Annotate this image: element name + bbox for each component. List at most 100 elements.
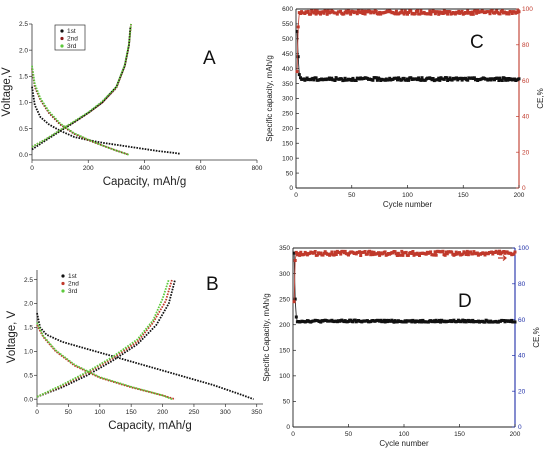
series-1-point <box>343 249 347 253</box>
y-right-tick-label: 80 <box>518 281 526 288</box>
series-0-point <box>517 77 521 81</box>
series-1-point <box>433 12 437 16</box>
series-1-point <box>498 12 502 16</box>
series-1-point <box>355 12 359 16</box>
series-1-point <box>393 12 397 16</box>
series-1-point <box>453 253 457 256</box>
series-1-point <box>329 252 333 256</box>
series-1-point <box>347 253 350 257</box>
series-1-point <box>488 12 492 16</box>
series-1-point <box>446 12 450 16</box>
series-0-point <box>340 77 344 81</box>
series-1-point <box>436 10 440 14</box>
series-1-point <box>313 9 317 13</box>
series-1-point <box>395 254 399 257</box>
series-0-point <box>447 78 451 81</box>
series-1-point <box>457 9 461 13</box>
series-1-point <box>401 253 405 257</box>
legend-label: 1st <box>67 28 76 35</box>
series-1-point <box>333 250 337 254</box>
series-0-point <box>448 76 452 80</box>
panel-letter: D <box>458 291 472 312</box>
y-tick-label: 1.0 <box>24 349 33 356</box>
series-1-point <box>335 12 339 16</box>
series-1-point <box>418 254 421 257</box>
series-0-point <box>466 78 470 82</box>
chart-d: 0 50 100 150 2000501001502002503003500204060… <box>262 245 541 448</box>
series-1-point <box>372 250 376 254</box>
series-1-point <box>429 250 433 254</box>
series-1-point <box>517 10 521 14</box>
series-1-point <box>465 249 469 253</box>
legend-marker-1st <box>60 29 64 33</box>
x-tick-label: 200 <box>510 431 521 438</box>
series-0-point <box>394 76 398 80</box>
x-tick-label: 0 <box>291 431 295 438</box>
legend-marker-2nd <box>60 36 64 41</box>
series-0-point <box>294 315 298 319</box>
x-tick-label: 50 <box>65 409 73 416</box>
series-0-point <box>420 76 424 80</box>
series-1-point <box>510 12 514 15</box>
series-1-point <box>309 12 312 16</box>
x-tick-label: 50 <box>348 192 356 199</box>
chart-b: 0 50 100 150 200 250 300 350 0.0 0.5 1.0 1.5 2.0 2.5 1… <box>6 270 263 432</box>
series-1-point <box>370 250 374 254</box>
series-0-point <box>407 78 411 82</box>
series-1-point <box>344 9 348 13</box>
series-1-point <box>334 253 338 256</box>
y-tick-label: 350 <box>282 81 293 88</box>
series-1-line <box>293 249 516 302</box>
legend-marker-3rd <box>61 289 65 293</box>
series-0-point <box>295 29 299 33</box>
series-1-point <box>441 249 445 253</box>
series-1-point <box>298 253 302 257</box>
series-1-point <box>371 253 375 257</box>
y-tick-label: 250 <box>279 296 290 303</box>
series-1-point <box>419 9 423 13</box>
x-tick-label: 800 <box>252 165 263 172</box>
series-1-point <box>306 9 310 13</box>
series-1-line <box>296 9 520 72</box>
series-1-point <box>406 253 410 257</box>
legend-label: 1st <box>68 273 77 280</box>
series-1-point <box>396 251 400 255</box>
series-1-point <box>299 12 302 15</box>
series-0-point <box>437 76 441 80</box>
chart-a: 0 200 400 600 800 0.0 0.5 1.0 1.5 2.0 2.5 1st2nd3rd… <box>1 21 263 188</box>
series-1-point <box>319 12 322 16</box>
series-1-point <box>474 9 477 13</box>
series-1-point <box>354 10 358 14</box>
series-1-point <box>365 252 369 256</box>
series-1-point <box>466 9 470 13</box>
series-0-point <box>460 78 464 82</box>
series-1-point <box>339 9 343 13</box>
series-1-point <box>296 25 300 29</box>
series-1-point <box>378 253 382 257</box>
series-1-point <box>342 12 346 16</box>
series-0-point <box>417 76 421 80</box>
series-1-point <box>429 12 433 16</box>
series-0-point <box>354 79 358 82</box>
series-1-point <box>406 12 409 16</box>
series-1-point <box>368 249 372 253</box>
series-1-point <box>372 11 376 15</box>
legend-marker-3rd <box>60 44 64 48</box>
y-tick-label: 50 <box>286 170 294 177</box>
series-2nd-discharge-line <box>31 68 130 156</box>
series-0-point <box>504 78 508 82</box>
series-1-point <box>400 249 404 253</box>
y-right-tick-label: 60 <box>518 317 526 324</box>
y-tick-label: 300 <box>279 271 290 278</box>
y-tick-label: 400 <box>282 66 293 73</box>
y-tick-label: 100 <box>279 373 290 380</box>
series-1st-charge-line <box>31 26 132 151</box>
series-0-point <box>371 78 375 82</box>
series-0-point <box>420 320 424 324</box>
series-0-point <box>351 76 355 80</box>
series-1-point <box>294 250 298 254</box>
series-0-point <box>419 78 423 82</box>
series-1-point <box>303 12 307 15</box>
series-1-point <box>400 9 404 13</box>
